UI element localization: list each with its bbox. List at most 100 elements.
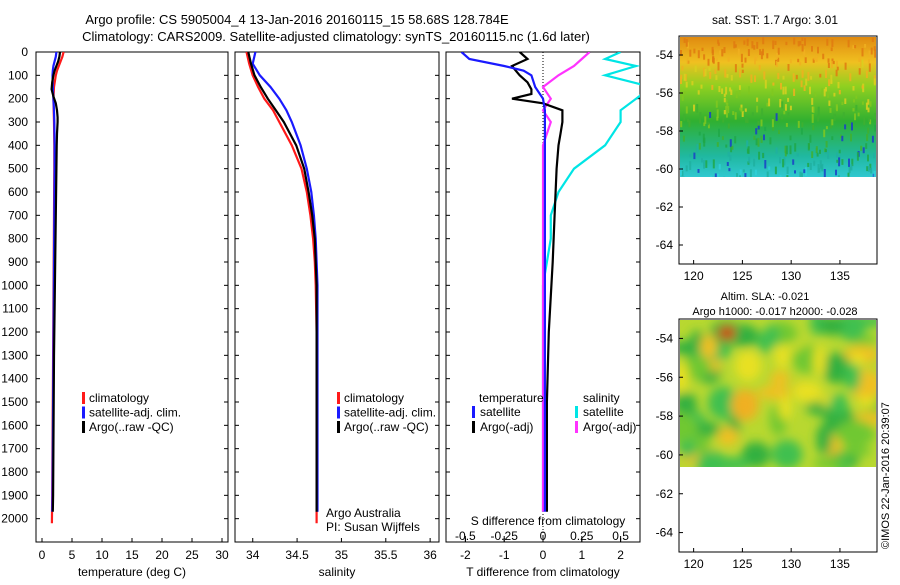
sst-pixel xyxy=(778,129,780,134)
sla-blob xyxy=(816,423,832,456)
sst-pixel xyxy=(717,39,720,44)
sst-pixel xyxy=(766,53,769,59)
sst-pixel xyxy=(758,65,761,71)
sst-pixel xyxy=(873,171,876,177)
sst-pixel xyxy=(852,108,855,112)
sst-pixel xyxy=(855,104,858,111)
depth-tick-label: 1100 xyxy=(2,302,28,316)
sst-pixel xyxy=(868,59,870,63)
legend-header: temperature xyxy=(479,391,544,405)
map-y-tick-label: -60 xyxy=(656,448,674,462)
sst-pixel xyxy=(871,37,874,42)
sst-pixel xyxy=(800,80,803,88)
sst-pixel xyxy=(727,106,730,114)
sst-pixel xyxy=(715,75,718,80)
sst-pixel xyxy=(825,126,828,130)
sst-pixel xyxy=(796,153,799,157)
sst-pixel xyxy=(819,160,822,168)
map-y-tick-label: -62 xyxy=(656,200,674,214)
sst-pixel xyxy=(727,123,730,129)
sst-pixel xyxy=(721,136,724,140)
x-tick-label: 1 xyxy=(578,548,585,562)
sst-pixel xyxy=(823,129,826,138)
sst-pixel xyxy=(789,145,792,155)
sst-pixel xyxy=(768,98,771,107)
header-line2: Climatology: CARS2009. Satellite-adjuste… xyxy=(82,29,590,44)
sst-pixel xyxy=(794,143,797,152)
sst-pixel xyxy=(809,162,812,170)
sst-pixel xyxy=(844,62,847,70)
sst-pixel xyxy=(768,166,771,170)
sst-pixel xyxy=(803,49,806,57)
sst-pixel xyxy=(828,79,831,87)
sst-pixel xyxy=(873,153,875,159)
sst-pixel xyxy=(797,58,800,63)
sst-pixel xyxy=(819,149,821,154)
sst-pixel xyxy=(782,159,785,168)
sst-pixel xyxy=(789,59,792,64)
sst-pixel xyxy=(756,97,759,102)
sst-pixel xyxy=(681,170,684,177)
sst-pixel xyxy=(741,69,744,73)
sst-pixel xyxy=(751,112,754,117)
sst-pixel xyxy=(854,113,856,121)
sst-pixel xyxy=(774,166,777,175)
sst-pixel xyxy=(746,118,749,123)
sst-pixel xyxy=(805,78,808,86)
sst-pixel xyxy=(781,101,784,109)
sst-pixel xyxy=(787,112,790,118)
sst-pixel xyxy=(734,44,737,48)
sst-pixel xyxy=(680,76,682,84)
x-tick-label: 30 xyxy=(215,548,229,562)
sst-pixel xyxy=(740,107,743,112)
sst-pixel xyxy=(754,169,757,176)
sla-blob xyxy=(718,326,736,340)
sst-pixel xyxy=(825,141,828,148)
sst-pixel xyxy=(683,73,686,81)
sst-pixel xyxy=(716,116,719,121)
sst-pixel xyxy=(807,143,810,151)
x-axis-label: T difference from climatology xyxy=(466,565,620,579)
sst-pixel xyxy=(799,40,802,46)
sst-pixel xyxy=(867,99,870,105)
sst-pixel xyxy=(697,90,700,95)
sst-pixel xyxy=(782,75,785,80)
header-line1: Argo profile: CS 5905004_4 13-Jan-2016 2… xyxy=(85,12,509,27)
sst-pixel xyxy=(836,66,839,71)
sst-pixel xyxy=(712,159,715,169)
sla-blob xyxy=(844,360,861,392)
credit-text: ©IMOS 22-Jan-2016 20:39:07 xyxy=(880,402,892,549)
sst-pixel xyxy=(871,135,874,143)
sst-pixel xyxy=(825,69,827,78)
sst-pixel xyxy=(835,169,837,176)
legend-swatch xyxy=(82,406,85,419)
sst-pixel xyxy=(855,95,858,99)
sst-pixel xyxy=(830,80,833,84)
depth-tick-label: 0 xyxy=(21,45,28,59)
sst-pixel xyxy=(756,41,759,49)
series-line-temperature-satellite xyxy=(460,52,547,512)
sst-pixel xyxy=(829,107,832,113)
sst-pixel xyxy=(723,97,726,103)
sst-pixel xyxy=(734,112,737,120)
sst-pixel xyxy=(691,81,694,86)
sst-pixel xyxy=(703,165,705,169)
depth-tick-label: 1700 xyxy=(1,442,28,456)
sst-pixel xyxy=(848,166,851,174)
sst-pixel xyxy=(753,135,756,140)
sst-pixel xyxy=(727,57,730,62)
sst-pixel xyxy=(758,151,761,160)
sst-pixel xyxy=(714,173,717,177)
sst-pixel xyxy=(844,98,847,104)
x-tick-label: 34 xyxy=(246,548,260,562)
x-tick-label: 25 xyxy=(185,548,199,562)
sst-pixel xyxy=(736,173,738,177)
sst-pixel xyxy=(682,176,685,177)
sst-pixel xyxy=(730,75,733,81)
sla-blob xyxy=(793,381,823,404)
sst-pixel xyxy=(715,100,718,108)
sla-blob xyxy=(692,422,723,436)
legend-swatch xyxy=(337,406,340,419)
sst-pixel xyxy=(772,127,775,131)
sst-pixel xyxy=(685,81,688,88)
